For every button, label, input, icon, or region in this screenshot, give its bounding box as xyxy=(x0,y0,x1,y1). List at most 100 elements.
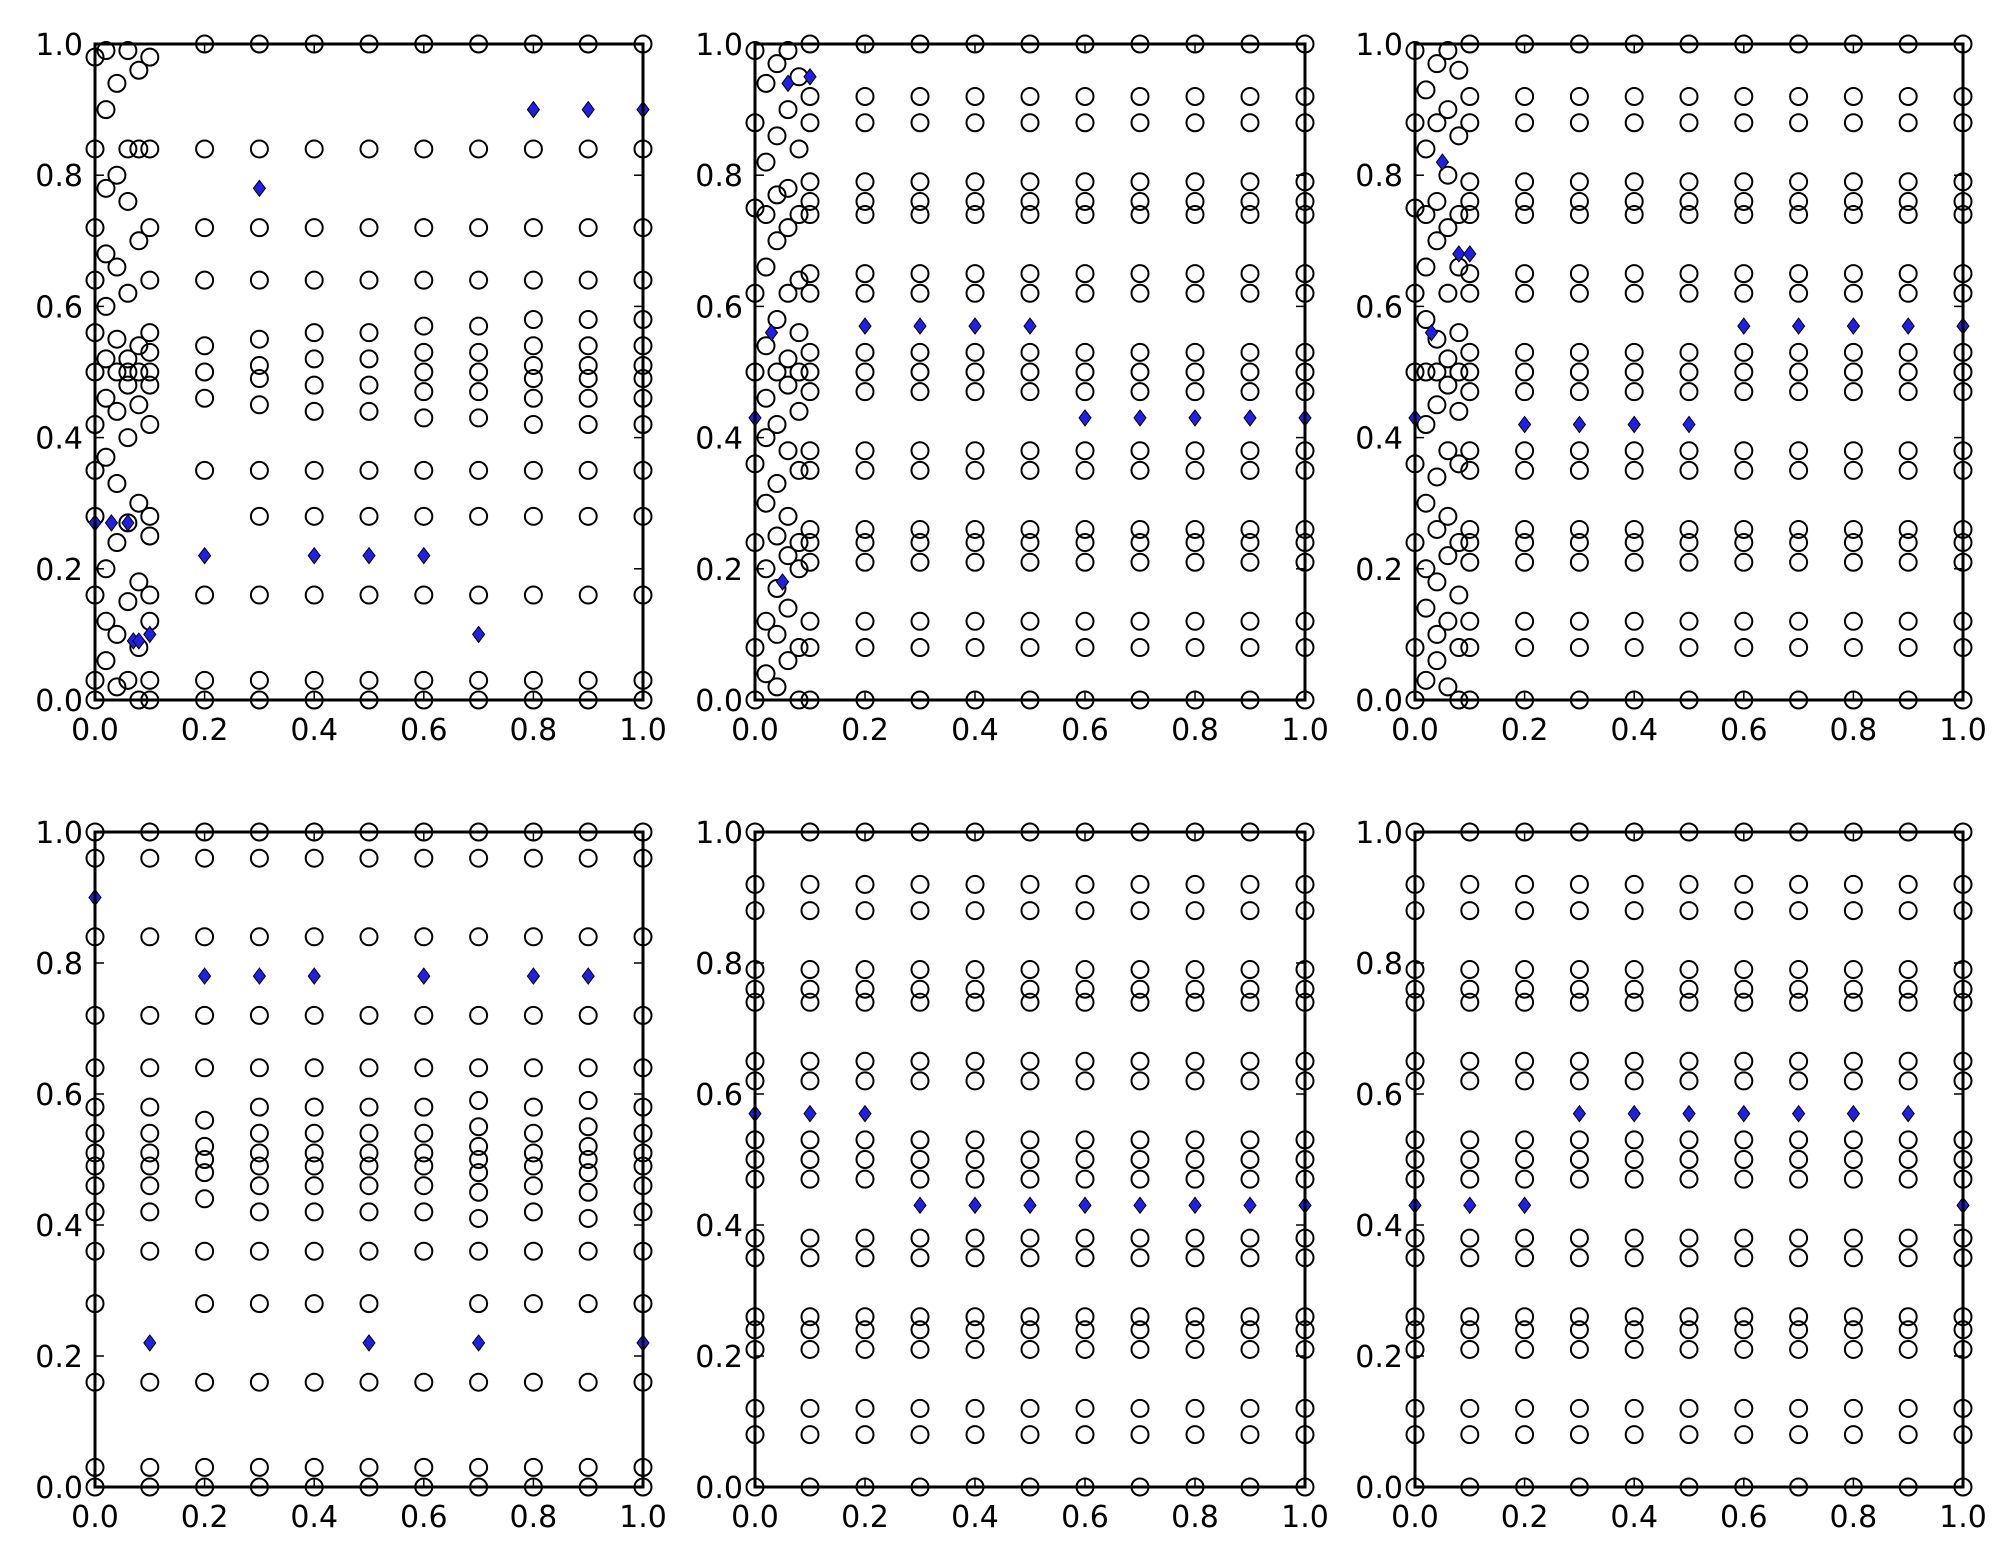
data-point-circle xyxy=(767,310,787,330)
data-point-circle xyxy=(140,1457,160,1477)
data-point-circle xyxy=(1569,992,1589,1012)
data-point-circle xyxy=(118,283,138,303)
data-point-circle xyxy=(1569,638,1589,658)
data-point-circle xyxy=(304,1372,324,1392)
data-point-circle xyxy=(414,1123,434,1143)
data-point-circle xyxy=(523,1457,543,1477)
data-point-circle xyxy=(1624,1248,1644,1268)
data-point-diamond xyxy=(1188,409,1202,427)
data-point-circle xyxy=(1416,310,1436,330)
data-point-circle xyxy=(359,1294,379,1314)
data-point-circle xyxy=(1569,441,1589,461)
data-point-circle xyxy=(249,927,269,947)
y-tick-label: 0.0 xyxy=(35,684,83,719)
data-point-circle xyxy=(1624,533,1644,553)
data-point-circle xyxy=(767,126,787,146)
data-point-circle xyxy=(1460,342,1480,362)
data-point-circle xyxy=(523,336,543,356)
data-point-circle xyxy=(800,441,820,461)
data-point-circle xyxy=(800,979,820,999)
data-point-circle xyxy=(1679,1228,1699,1248)
data-point-circle xyxy=(195,460,215,480)
data-point-circle xyxy=(523,414,543,434)
data-point-circle xyxy=(96,611,116,631)
data-point-circle xyxy=(1130,533,1150,553)
data-point-circle xyxy=(96,178,116,198)
data-point-circle xyxy=(414,1176,434,1196)
data-point-circle xyxy=(1460,172,1480,192)
data-point-circle xyxy=(140,1097,160,1117)
data-point-circle xyxy=(1515,283,1535,303)
data-point-circle xyxy=(1569,460,1589,480)
data-point-diamond xyxy=(1627,1104,1641,1123)
data-point-circle xyxy=(1460,205,1480,225)
data-point-circle xyxy=(1020,1228,1040,1248)
data-point-circle xyxy=(140,585,160,605)
data-point-circle xyxy=(1843,342,1863,362)
data-point-circle xyxy=(1075,441,1095,461)
data-point-circle xyxy=(1569,1398,1589,1418)
data-point-circle xyxy=(800,460,820,480)
data-point-circle xyxy=(107,257,127,277)
data-point-circle xyxy=(1438,611,1458,631)
data-point-circle xyxy=(1449,401,1469,421)
data-point-circle xyxy=(523,585,543,605)
data-point-diamond xyxy=(1023,317,1037,335)
data-point-circle xyxy=(1020,638,1040,658)
data-point-circle xyxy=(1449,126,1469,146)
data-point-circle xyxy=(359,585,379,605)
data-point-circle xyxy=(1624,264,1644,284)
data-point-circle xyxy=(1789,979,1809,999)
data-point-circle xyxy=(1734,1169,1754,1189)
data-point-circle xyxy=(1679,552,1699,572)
data-point-circle xyxy=(1789,1307,1809,1327)
data-point-circle xyxy=(965,382,985,402)
data-point-circle xyxy=(1624,113,1644,133)
data-point-circle xyxy=(140,414,160,434)
data-point-circle xyxy=(1734,1130,1754,1150)
data-point-circle xyxy=(469,1117,489,1137)
data-point-circle xyxy=(1130,441,1150,461)
data-point-circle xyxy=(578,460,598,480)
data-point-circle xyxy=(1898,1169,1918,1189)
data-point-circle xyxy=(1020,1339,1040,1359)
data-point-circle xyxy=(1734,191,1754,211)
data-point-circle xyxy=(965,191,985,211)
data-point-circle xyxy=(1789,441,1809,461)
data-point-circle xyxy=(1843,205,1863,225)
data-point-circle xyxy=(1898,1071,1918,1091)
data-point-circle xyxy=(1624,1051,1644,1071)
data-point-circle xyxy=(1185,362,1205,382)
data-point-circle xyxy=(359,1097,379,1117)
data-point-circle xyxy=(1515,1169,1535,1189)
data-point-circle xyxy=(96,447,116,467)
data-point-diamond xyxy=(1133,409,1147,427)
data-point-circle xyxy=(195,848,215,868)
data-point-circle xyxy=(1020,1150,1040,1169)
data-point-circle xyxy=(1130,1071,1150,1091)
data-point-circle xyxy=(1185,1150,1205,1169)
data-point-circle xyxy=(1130,1130,1150,1150)
data-point-circle xyxy=(96,244,116,264)
data-point-circle xyxy=(1130,960,1150,980)
data-point-circle xyxy=(800,113,820,133)
data-point-circle xyxy=(469,670,489,690)
data-point-circle xyxy=(107,677,127,697)
data-point-circle xyxy=(1789,191,1809,211)
data-point-circle xyxy=(1020,1248,1040,1268)
data-point-circle xyxy=(800,362,820,382)
data-point-circle xyxy=(1624,1320,1644,1340)
data-point-circle xyxy=(1515,960,1535,980)
data-point-circle xyxy=(523,310,543,330)
data-point-circle xyxy=(1734,901,1754,921)
data-point-diamond xyxy=(1463,245,1477,263)
data-point-circle xyxy=(1460,1130,1480,1150)
data-point-diamond xyxy=(417,967,431,985)
data-point-circle xyxy=(855,901,875,921)
data-point-circle xyxy=(1569,86,1589,106)
data-point-circle xyxy=(1130,992,1150,1012)
y-tick-label: 0.8 xyxy=(1355,947,1403,982)
data-point-circle xyxy=(96,296,116,316)
data-point-circle xyxy=(1075,1051,1095,1071)
y-tick-label: 0.2 xyxy=(695,553,743,588)
